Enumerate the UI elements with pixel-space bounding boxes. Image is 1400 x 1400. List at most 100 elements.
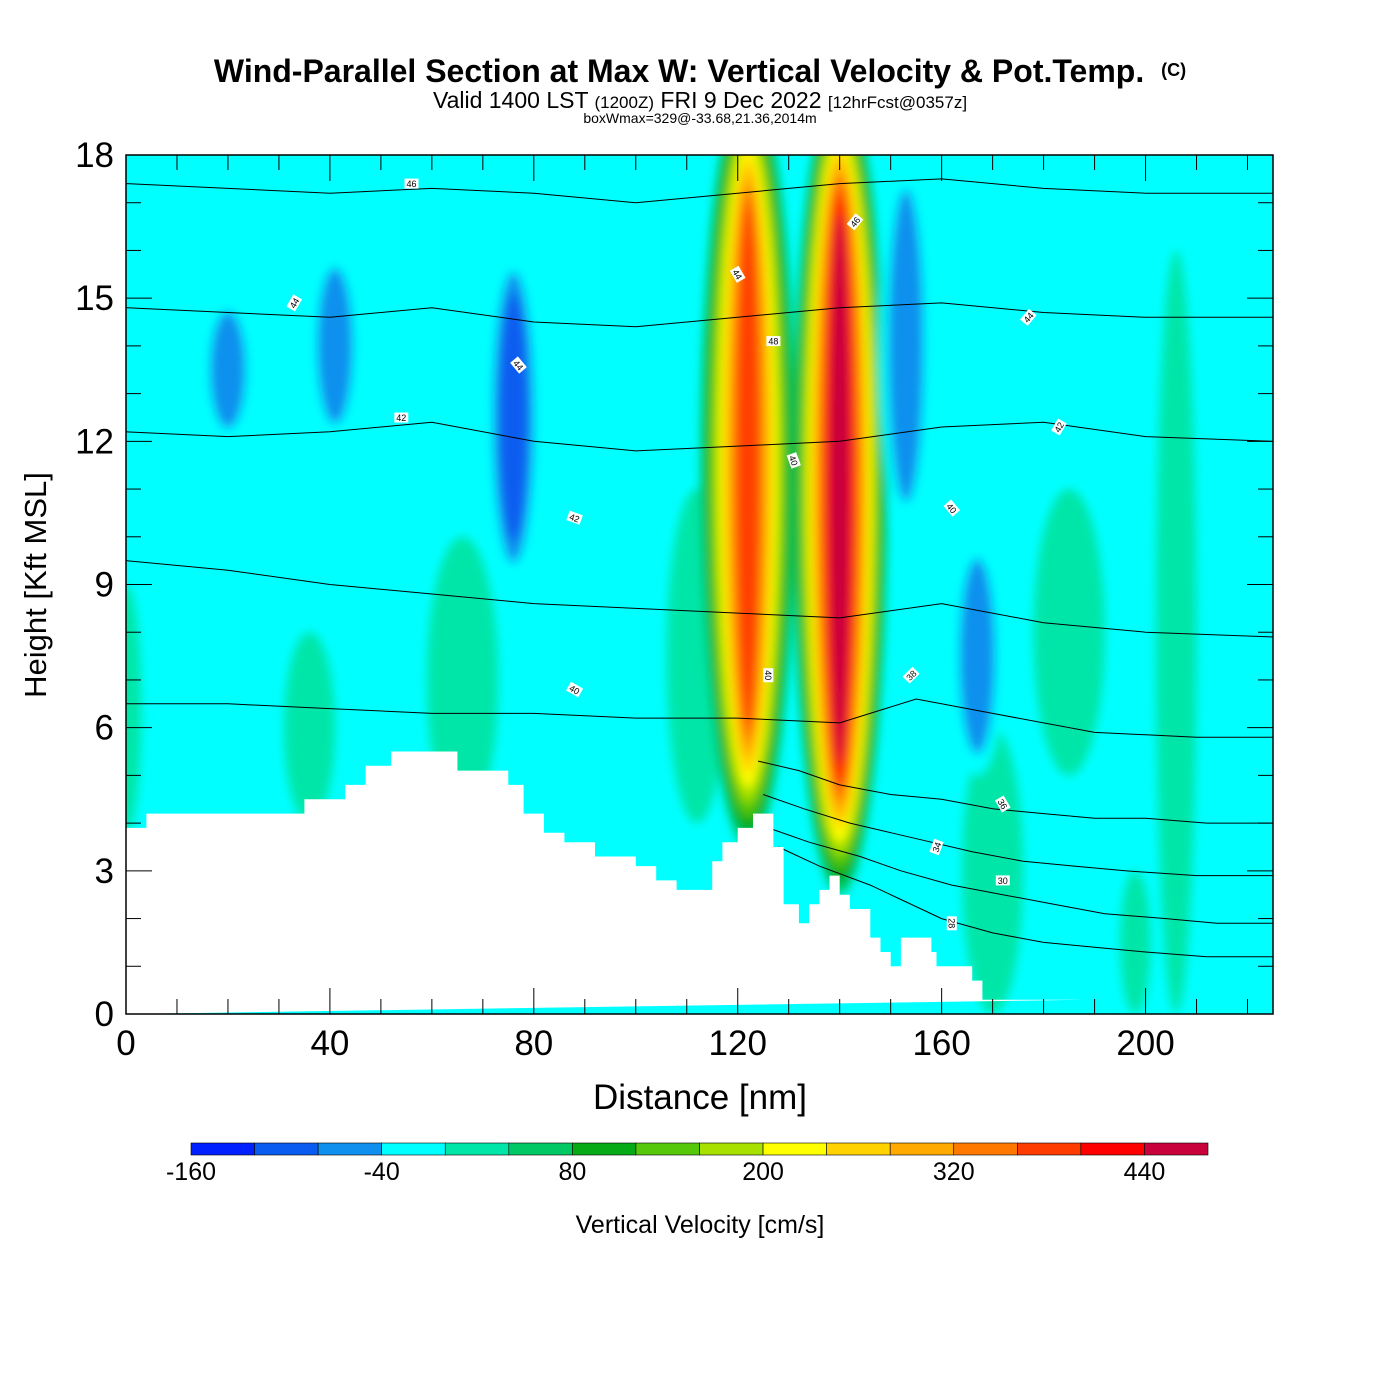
colorbar: -160 -40 80 200 320 440 — [166, 1142, 1209, 1186]
contour-label-17: 30 — [995, 875, 1010, 886]
valid-utc-label: (1200Z) — [594, 93, 654, 112]
contour-label-4: 42 — [566, 510, 583, 525]
contour-label-0: 46 — [404, 178, 419, 189]
contour-label-16: 34 — [929, 838, 944, 856]
svg-text:36: 36 — [996, 797, 1010, 811]
svg-text:40: 40 — [763, 670, 773, 680]
svg-text:44: 44 — [730, 268, 744, 282]
contour-label-7: 46 — [846, 213, 864, 231]
theta-contour-28 — [778, 846, 1273, 958]
y-tick-label-2: 6 — [95, 709, 114, 748]
theta-contour-36 — [757, 760, 1273, 824]
theta-contour-30 — [768, 827, 1273, 924]
svg-text:40: 40 — [787, 454, 800, 467]
valid-date-label: FRI 9 Dec 2022 — [660, 87, 821, 113]
svg-text:48: 48 — [768, 337, 778, 347]
contour-label-10: 40 — [566, 681, 584, 698]
svg-text:44: 44 — [511, 358, 525, 372]
x-tick-label-4: 160 — [912, 1024, 970, 1063]
colorbar-swatch-13 — [1017, 1142, 1082, 1156]
x-tick-label-0: 0 — [116, 1024, 135, 1063]
contour-label-8: 40 — [786, 452, 801, 469]
colorbar-swatch-5 — [508, 1142, 573, 1156]
colorbar-swatch-1 — [254, 1142, 319, 1156]
boxwmax-label: boxWmax=329@-33.68,21.36,2014m — [583, 110, 816, 126]
field-band-0 — [126, 584, 142, 833]
colorbar-tick-label-1: -40 — [364, 1158, 400, 1186]
colorbar-tick-label-0: -160 — [166, 1158, 216, 1186]
theta-contour-44 — [126, 302, 1273, 328]
x-tick-label-1: 40 — [310, 1024, 349, 1063]
contour-label-1: 44 — [286, 294, 303, 312]
colorbar-label: Vertical Velocity [cm/s] — [576, 1211, 825, 1239]
contour-label-18: 28 — [946, 916, 957, 931]
downdraft-4-level-1 — [210, 311, 246, 429]
colorbar-tick-label-5: 440 — [1124, 1158, 1166, 1186]
contour-label-13: 44 — [1019, 308, 1037, 326]
svg-text:44: 44 — [288, 296, 302, 310]
contour-label-9: 40 — [763, 668, 774, 683]
field-band-5 — [1033, 489, 1105, 776]
colorbar-swatch-6 — [572, 1142, 637, 1156]
downdraft-5-level-1 — [888, 189, 924, 503]
field-band-7 — [1120, 870, 1151, 1014]
svg-text:42: 42 — [396, 413, 406, 423]
colorbar-swatch-3 — [381, 1142, 446, 1156]
svg-text:42: 42 — [1052, 420, 1066, 434]
forecast-info-label: [12hrFcst@0357z] — [828, 93, 967, 112]
y-tick-label-4: 12 — [75, 422, 114, 461]
colorbar-swatch-11 — [889, 1142, 955, 1156]
field-band-6 — [1155, 250, 1197, 1014]
downdraft-6-level-1 — [959, 558, 996, 754]
colorbar-swatch-7 — [635, 1142, 700, 1156]
colorbar-swatch-15 — [1144, 1142, 1209, 1156]
svg-text:46: 46 — [848, 215, 862, 229]
contour-label-12: 40 — [943, 499, 961, 517]
contour-label-15: 36 — [994, 795, 1011, 813]
svg-text:28: 28 — [946, 918, 956, 928]
field-band-1 — [284, 632, 336, 824]
theta-contour-40 — [126, 560, 1273, 638]
contour-label-2: 42 — [394, 412, 409, 423]
y-axis-label: Height [Kft MSL] — [18, 472, 53, 698]
colorbar-swatch-14 — [1080, 1142, 1145, 1156]
copyright-mark: (C) — [1161, 60, 1186, 80]
colorbar-tick-label-2: 80 — [558, 1158, 586, 1186]
y-tick-label-3: 9 — [95, 566, 114, 605]
theta-contour-34 — [763, 794, 1273, 877]
colorbar-swatch-2 — [317, 1142, 382, 1156]
svg-text:46: 46 — [406, 179, 416, 189]
field-band-4 — [962, 727, 1024, 1014]
velocity-field — [126, 155, 1197, 1014]
terrain-mask — [126, 751, 1085, 1014]
svg-text:34: 34 — [931, 841, 944, 854]
chart-title: Wind-Parallel Section at Max W: Vertical… — [214, 53, 1144, 89]
x-axis-label: Distance [nm] — [593, 1078, 807, 1117]
y-tick-label-0: 0 — [95, 995, 114, 1034]
updraft-1-level-10 — [829, 214, 850, 764]
colorbar-tick-label-4: 320 — [933, 1158, 975, 1186]
y-tick-label-6: 18 — [75, 136, 114, 175]
colorbar-swatch-8 — [699, 1142, 764, 1156]
svg-text:40: 40 — [568, 683, 582, 697]
svg-text:Valid 1400 LST (1200Z): Valid 1400 LST (1200Z) FRI 9 Dec 2022 [1… — [433, 87, 967, 113]
x-tick-label-2: 80 — [514, 1024, 553, 1063]
colorbar-swatch-10 — [826, 1142, 891, 1156]
colorbar-swatch-4 — [444, 1142, 510, 1156]
y-tick-label-5: 15 — [75, 279, 114, 318]
svg-text:40: 40 — [944, 501, 958, 515]
x-axis: 0 40 80 120 160 200 — [116, 155, 1249, 1063]
downdraft-2-level-2 — [499, 293, 528, 542]
contour-label-5: 44 — [729, 265, 746, 283]
svg-text:Wind-Parallel Section at Max W: Wind-Parallel Section at Max W: Vertical… — [214, 53, 1186, 89]
svg-text:44: 44 — [1022, 311, 1036, 325]
svg-text:42: 42 — [568, 512, 581, 525]
y-axis: 0 36 9 12 15 18 — [75, 136, 1273, 1034]
downdraft-3-level-1 — [317, 267, 353, 425]
colorbar-swatch-12 — [953, 1142, 1018, 1156]
colorbar-swatch-9 — [762, 1142, 827, 1156]
theta-contour-46 — [126, 178, 1273, 204]
x-tick-label-5: 200 — [1116, 1024, 1174, 1063]
